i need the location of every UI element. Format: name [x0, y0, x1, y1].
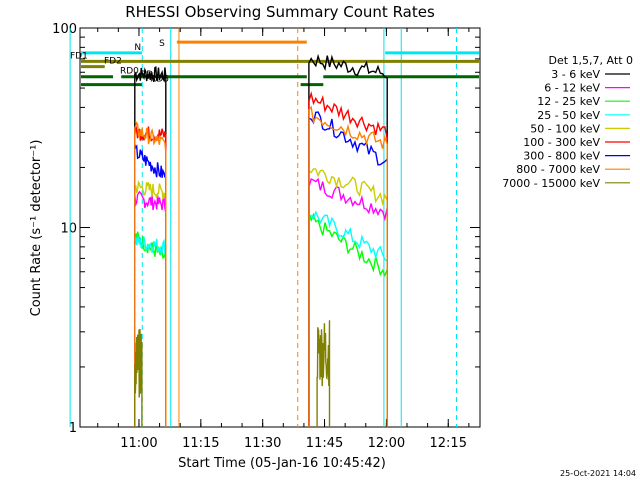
- y-axis-ticks: 1 10 100: [52, 22, 480, 436]
- legend-label-6: 300 - 800 keV: [523, 150, 600, 163]
- series-trace-2-0: [134, 231, 167, 427]
- legend-label-4: 50 - 100 keV: [530, 122, 600, 135]
- series-trace-7-1: [308, 105, 388, 427]
- series-trace-5-1: [308, 91, 388, 427]
- chart-timestamp: 25-Oct-2021 14:04: [560, 469, 636, 478]
- series-trace-6-0: [134, 144, 167, 427]
- series-trace-0-1: [308, 53, 388, 427]
- series-trace-2-1: [308, 212, 388, 427]
- series-trace-1-0: [134, 190, 167, 427]
- y-tick-label-2: 100: [52, 22, 77, 37]
- series-trace-3-1: [308, 210, 388, 427]
- x-axis-label: Start Time (05-Jan-16 10:45:42): [178, 456, 386, 471]
- series-trace-4-0: [134, 180, 167, 427]
- x-tick-label-3: 11:45: [306, 436, 343, 451]
- x-tick-label-4: 12:00: [368, 436, 405, 451]
- flag-label-s: S: [159, 39, 165, 49]
- flag-label-n: N: [134, 43, 141, 53]
- chart-title: RHESSI Observing Summary Count Rates: [125, 3, 435, 21]
- y-tick-label-1: 10: [60, 222, 77, 237]
- legend-label-7: 800 - 7000 keV: [516, 163, 600, 176]
- series-trace-3-0: [134, 235, 167, 427]
- legend-label-5: 100 - 300 keV: [523, 136, 600, 149]
- series-trace-1-1: [308, 177, 388, 427]
- data-series: [134, 53, 388, 427]
- x-tick-label-0: 11:00: [120, 436, 157, 451]
- flag-label-fd2: FD2: [104, 57, 122, 67]
- legend-label-0: 3 - 6 keV: [551, 68, 600, 81]
- x-tick-label-1: 11:15: [182, 436, 219, 451]
- legend-label-8: 7000 - 15000 keV: [502, 177, 600, 190]
- series-trace-7-0: [134, 121, 167, 427]
- series-trace-0-0: [134, 66, 167, 427]
- y-axis-label: Count Rate (s⁻¹ detector⁻¹): [29, 140, 44, 317]
- series-trace-6-1: [308, 111, 388, 427]
- y-tick-label-0: 1: [69, 421, 77, 436]
- legend-label-3: 25 - 50 keV: [537, 109, 600, 122]
- legend-label-2: 12 - 25 keV: [537, 95, 600, 108]
- legend-title: Det 1,5,7, Att 0: [549, 54, 633, 67]
- flag-label-rd0: RD0: [120, 67, 139, 77]
- x-tick-label-2: 11:30: [244, 436, 281, 451]
- x-tick-label-5: 12:15: [430, 436, 467, 451]
- flag-label-fd1: FD1: [70, 51, 88, 61]
- legend-label-1: 6 - 12 keV: [544, 82, 600, 95]
- x-axis-ticks: 11:00 11:15 11:30 11:45 12:00 12:15: [97, 28, 470, 451]
- series-trace-8-1: [316, 320, 331, 427]
- series-trace-4-1: [308, 168, 388, 427]
- event-markers: [69, 28, 457, 427]
- series-trace-8-0: [134, 328, 143, 427]
